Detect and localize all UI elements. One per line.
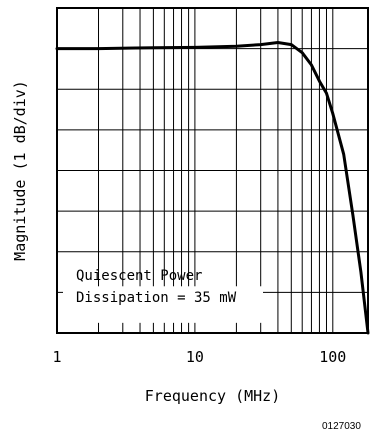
series-line <box>55 41 370 335</box>
figure-code: 0127030 <box>322 421 361 432</box>
annotation-line-2: Dissipation = 35 mW <box>76 290 237 306</box>
x-tick-labels: 1 10 100 <box>52 348 346 366</box>
plot-frame <box>56 7 369 334</box>
annotation-background <box>63 286 263 323</box>
x-axis-label: Frequency (MHz) <box>145 387 280 405</box>
annotation-line-1: Quiescent Power <box>76 268 202 284</box>
plot-grid <box>57 8 368 333</box>
y-axis-label: Magnitude (1 dB/div) <box>11 80 29 261</box>
x-tick-label: 100 <box>319 348 346 366</box>
x-tick-label: 1 <box>52 348 61 366</box>
x-tick-label: 10 <box>186 348 204 366</box>
